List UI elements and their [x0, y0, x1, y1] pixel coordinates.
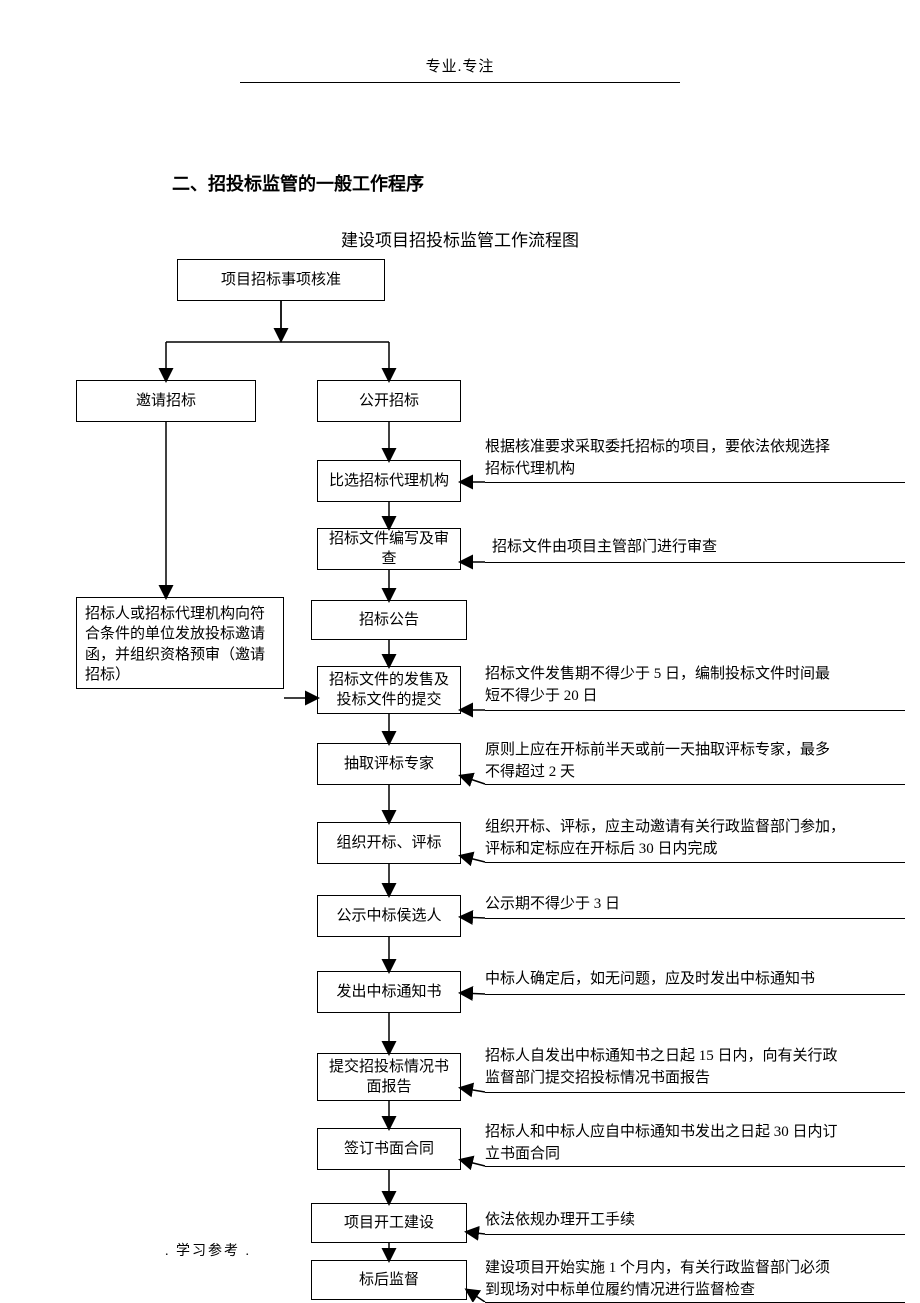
note-underline-a9: [485, 862, 905, 863]
flow-node-n14: 项目开工建设: [311, 1203, 467, 1243]
flow-node-n15: 标后监督: [311, 1260, 467, 1300]
note-underline-a13: [485, 1166, 905, 1167]
note-a15: 建设项目开始实施 1 个月内，有关行政监督部门必须: [485, 1258, 905, 1279]
note-underline-a7: [485, 710, 905, 711]
note-a9-l2: 评标和定标应在开标后 30 日内完成: [485, 839, 905, 860]
note-a7-l2: 短不得少于 20 日: [485, 686, 905, 707]
note-a8: 原则上应在开标前半天或前一天抽取评标专家，最多: [485, 740, 905, 761]
note-a13-l2: 立书面合同: [485, 1144, 905, 1165]
header-text: 专业.专注: [426, 59, 495, 75]
note-underline-a4: [485, 562, 905, 563]
note-a12-l2: 监督部门提交招投标情况书面报告: [485, 1068, 905, 1089]
note-underline-a10: [485, 918, 905, 919]
flow-node-n1: 邀请招标: [76, 380, 256, 422]
note-a9: 组织开标、评标，应主动邀请有关行政监督部门参加，: [485, 817, 905, 838]
flow-node-n5: 招标公告: [311, 600, 467, 640]
flow-node-n3: 比选招标代理机构: [317, 460, 461, 502]
flow-node-n2: 公开招标: [317, 380, 461, 422]
header-rule: [240, 82, 680, 83]
flow-node-n6: 招标人或招标代理机构向符合条件的单位发放投标邀请函，并组织资格预审（邀请招标）: [76, 597, 284, 689]
flow-node-n4: 招标文件编写及审查: [317, 528, 461, 570]
note-a13: 招标人和中标人应自中标通知书发出之日起 30 日内订: [485, 1122, 905, 1143]
note-underline-a3: [485, 482, 905, 483]
note-a12: 招标人自发出中标通知书之日起 15 日内，向有关行政: [485, 1046, 905, 1067]
note-underline-a8: [485, 784, 905, 785]
chart-title: 建设项目招投标监管工作流程图: [0, 226, 920, 251]
note-a3: 根据核准要求采取委托招标的项目，要依法依规选择: [485, 437, 905, 458]
note-a7: 招标文件发售期不得少于 5 日，编制投标文件时间最: [485, 664, 905, 685]
page-header: 专业.专注: [240, 55, 680, 76]
flow-node-n7: 招标文件的发售及投标文件的提交: [317, 666, 461, 714]
section-title: 二、招投标监管的一般工作程序: [172, 170, 424, 196]
flow-node-n11: 发出中标通知书: [317, 971, 461, 1013]
note-a11: 中标人确定后，如无问题，应及时发出中标通知书: [485, 969, 905, 990]
note-a8-l2: 不得超过 2 天: [485, 762, 905, 783]
note-a3-l2: 招标代理机构: [485, 459, 905, 480]
flow-node-n8: 抽取评标专家: [317, 743, 461, 785]
note-a4: 招标文件由项目主管部门进行审查: [492, 537, 905, 558]
flow-node-n10: 公示中标侯选人: [317, 895, 461, 937]
flow-node-n12: 提交招投标情况书面报告: [317, 1053, 461, 1101]
note-underline-a12: [485, 1092, 905, 1093]
note-a15-l2: 到现场对中标单位履约情况进行监督检查: [485, 1280, 905, 1301]
note-a14: 依法依规办理开工手续: [485, 1210, 905, 1231]
flow-node-n9: 组织开标、评标: [317, 822, 461, 864]
flow-node-n13: 签订书面合同: [317, 1128, 461, 1170]
note-underline-a11: [485, 994, 905, 995]
note-a10: 公示期不得少于 3 日: [485, 894, 905, 915]
page-footer: . 学习参考 .: [165, 1240, 251, 1260]
note-underline-a14: [485, 1234, 905, 1235]
flow-node-n0: 项目招标事项核准: [177, 259, 385, 301]
